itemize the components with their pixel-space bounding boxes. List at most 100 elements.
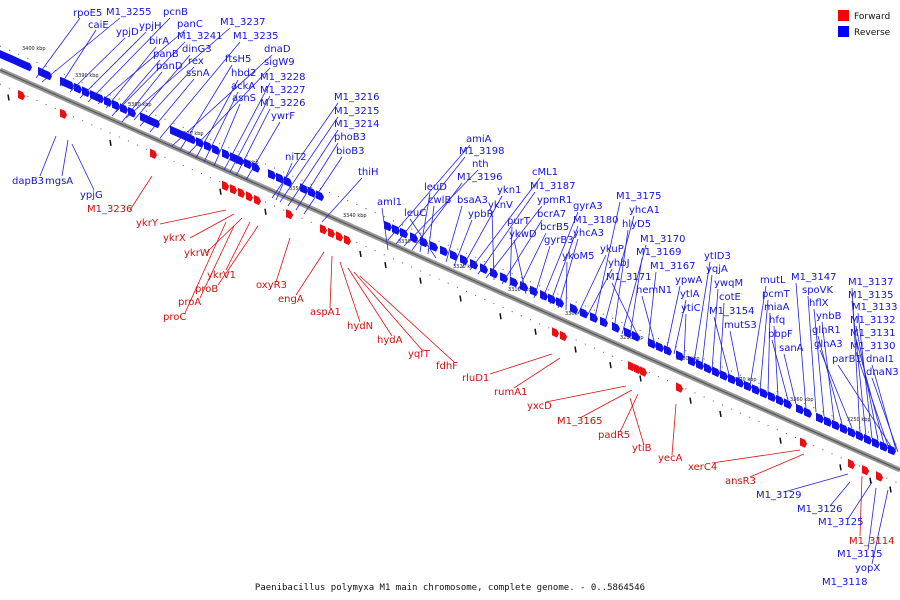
gene-label[interactable]: M1_3165 [557, 416, 602, 427]
gene-label[interactable]: proA [178, 297, 201, 308]
forward-gene-glyph[interactable] [246, 191, 253, 202]
forward-gene-glyph[interactable] [862, 465, 869, 476]
gene-label[interactable]: dnaD [264, 44, 291, 55]
reverse-gene-glyph[interactable] [796, 403, 804, 415]
gene-label[interactable]: cML1 [532, 167, 558, 178]
gene-label[interactable]: aml1 [377, 197, 402, 208]
forward-gene-glyph[interactable] [254, 194, 261, 206]
gene-label[interactable]: M1_3175 [616, 191, 661, 202]
gene-label[interactable]: ykuP [600, 244, 624, 255]
forward-gene-glyph[interactable] [18, 90, 25, 101]
gene-label[interactable]: ynbB [816, 311, 842, 322]
reverse-gene-glyph[interactable] [856, 430, 864, 442]
reverse-gene-glyph[interactable] [872, 437, 880, 449]
reverse-gene-glyph[interactable] [480, 263, 488, 274]
gene-label[interactable]: yopX [855, 563, 880, 574]
reverse-gene-glyph[interactable] [688, 355, 696, 367]
gene-label[interactable]: sanA [779, 343, 804, 354]
reverse-gene-glyph[interactable] [704, 362, 712, 374]
reverse-gene-glyph[interactable] [244, 158, 252, 170]
gene-label[interactable]: yqfT [408, 349, 431, 360]
gene-label[interactable]: M1_3235 [233, 31, 278, 42]
gene-label[interactable]: M1_3255 [106, 7, 151, 18]
gene-label[interactable]: hydN [347, 321, 373, 332]
gene-label[interactable]: rumA1 [494, 387, 527, 398]
gene-label[interactable]: ykwD [509, 229, 537, 240]
reverse-gene-glyph[interactable] [384, 220, 392, 232]
gene-label[interactable]: purT [507, 216, 531, 227]
gene-label[interactable]: ypjH [139, 21, 162, 32]
gene-label[interactable]: hflX [809, 298, 829, 309]
reverse-gene-glyph[interactable] [864, 434, 872, 445]
gene-label[interactable]: hydA [377, 335, 403, 346]
gene-label[interactable]: ykrY [136, 218, 159, 229]
gene-label[interactable]: M1_3187 [530, 181, 575, 192]
gene-label[interactable]: ykn1 [497, 185, 521, 196]
reverse-gene-glyph[interactable] [128, 106, 136, 118]
gene-label[interactable]: sigW9 [264, 57, 295, 68]
reverse-gene-glyph[interactable] [450, 250, 458, 261]
gene-label[interactable]: rpoE5 [73, 8, 102, 19]
gene-label[interactable]: ypbR [468, 209, 494, 220]
reverse-gene-glyph[interactable] [784, 398, 792, 410]
gene-label[interactable]: thiH [358, 167, 379, 178]
gene-label[interactable]: ypjD [116, 27, 139, 38]
gene-label[interactable]: ytiB [632, 443, 652, 454]
gene-label[interactable]: parB1 [832, 354, 862, 365]
reverse-gene-glyph[interactable] [188, 133, 196, 145]
reverse-gene-glyph[interactable] [300, 183, 308, 194]
gene-label[interactable]: amiA [466, 134, 492, 145]
gene-label[interactable]: padR5 [598, 430, 630, 441]
gene-label[interactable]: gyrA3 [573, 201, 603, 212]
forward-gene-glyph[interactable] [560, 330, 567, 342]
gene-label[interactable]: M1_3227 [260, 85, 305, 96]
forward-gene-glyph[interactable] [238, 187, 245, 198]
gene-label[interactable]: M1_3237 [220, 17, 265, 28]
gene-label[interactable]: miaA [764, 302, 790, 313]
gene-label[interactable]: birA [149, 36, 169, 47]
gene-label[interactable]: M1_3137 [848, 277, 893, 288]
gene-label[interactable]: M1_3130 [850, 341, 895, 352]
gene-label[interactable]: M1_3228 [260, 72, 305, 83]
gene-label[interactable]: M1_3171 [606, 272, 651, 283]
reverse-gene-glyph[interactable] [392, 224, 400, 235]
reverse-gene-glyph[interactable] [824, 416, 832, 427]
gene-label[interactable]: hlyD5 [622, 219, 651, 230]
gene-label[interactable]: mgsA [45, 176, 73, 187]
gene-label[interactable]: panD [156, 61, 183, 72]
reverse-gene-glyph[interactable] [760, 387, 768, 399]
forward-gene-glyph[interactable] [60, 108, 67, 119]
gene-label[interactable]: M1_3114 [849, 536, 894, 547]
gene-label[interactable]: hfq [769, 315, 785, 326]
gene-label[interactable]: ykrV1 [207, 270, 236, 281]
reverse-gene-glyph[interactable] [580, 307, 588, 319]
gene-label[interactable]: mutL [760, 275, 786, 286]
forward-gene-glyph[interactable] [230, 184, 237, 195]
gene-label[interactable]: M1_3154 [709, 306, 754, 317]
gene-label[interactable]: pcnB [163, 7, 188, 18]
reverse-gene-glyph[interactable] [888, 444, 896, 456]
gene-label[interactable]: M1_3169 [636, 247, 681, 258]
gene-label[interactable]: proC [163, 312, 186, 323]
gene-label[interactable]: pcmT [762, 289, 791, 300]
gene-label[interactable]: yhcA3 [573, 228, 604, 239]
reverse-gene-glyph[interactable] [744, 380, 752, 392]
gene-label[interactable]: M1_3125 [818, 517, 863, 528]
gene-label[interactable]: dnaN3 [866, 367, 899, 378]
reverse-gene-glyph[interactable] [728, 373, 736, 385]
gene-label[interactable]: hemN1 [636, 285, 672, 296]
reverse-gene-glyph[interactable] [196, 137, 204, 148]
reverse-gene-glyph[interactable] [308, 186, 316, 198]
gene-label[interactable]: ytID3 [704, 251, 731, 262]
gene-label[interactable]: yknV [488, 200, 513, 211]
reverse-gene-glyph[interactable] [530, 285, 538, 297]
gene-label[interactable]: glnA3 [814, 339, 843, 350]
gene-label[interactable]: ackA [231, 81, 255, 92]
gene-label[interactable]: proB [195, 284, 218, 295]
gene-label[interactable]: ytlA [680, 289, 700, 300]
gene-label[interactable]: ykoM5 [562, 251, 594, 262]
gene-label[interactable]: bcrB5 [540, 222, 569, 233]
gene-label[interactable]: cotE [719, 292, 741, 303]
reverse-gene-glyph[interactable] [752, 384, 760, 395]
gene-label[interactable]: ytiC [681, 303, 701, 314]
